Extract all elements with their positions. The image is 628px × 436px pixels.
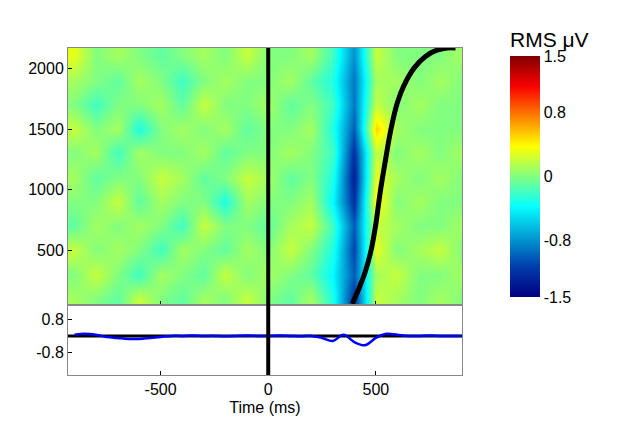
svg-text:2000: 2000 — [28, 60, 64, 77]
svg-text:-500: -500 — [145, 381, 177, 398]
svg-text:-0.8: -0.8 — [544, 232, 572, 249]
svg-text:0: 0 — [544, 168, 553, 185]
svg-text:-1.5: -1.5 — [544, 289, 572, 306]
svg-text:0.8: 0.8 — [42, 311, 64, 328]
svg-text:500: 500 — [363, 381, 390, 398]
svg-text:0: 0 — [264, 381, 273, 398]
svg-text:-0.8: -0.8 — [36, 344, 64, 361]
svg-text:Time (ms): Time (ms) — [229, 399, 300, 416]
svg-text:1.5: 1.5 — [544, 48, 566, 65]
svg-text:RMS μV: RMS μV — [510, 28, 589, 51]
svg-text:1500: 1500 — [28, 121, 64, 138]
svg-text:1000: 1000 — [28, 181, 64, 198]
svg-text:0.8: 0.8 — [544, 104, 566, 121]
svg-text:500: 500 — [37, 242, 64, 259]
